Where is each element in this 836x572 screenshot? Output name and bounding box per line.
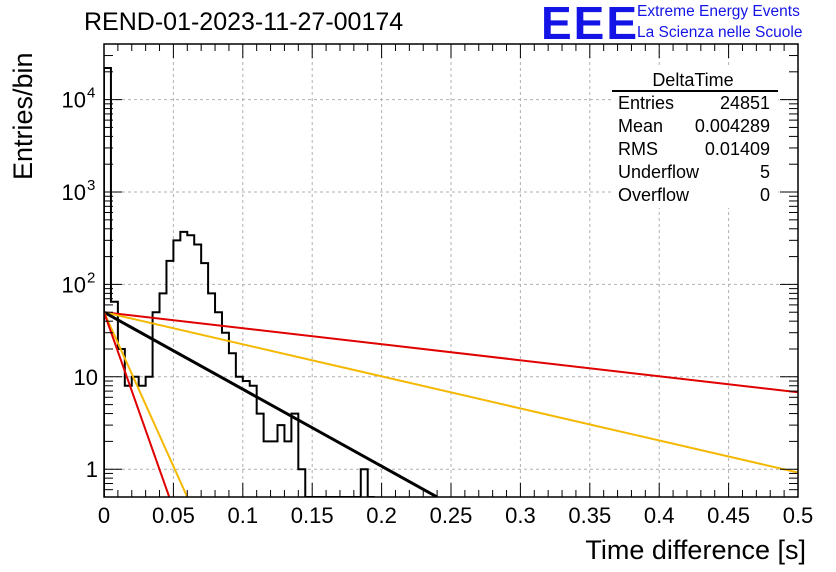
eee-logo: EEE [541,0,640,49]
axis-ticks [103,43,799,498]
x-tick-label: 0.25 [430,503,473,528]
stats-row-label: Entries [618,93,674,113]
chart-title: REND-01-2023-11-27-00174 [84,8,404,36]
x-tick-label: 0.35 [568,503,611,528]
y-tick-exponent: 3 [87,177,95,194]
y-tick-label: 10 [62,180,86,205]
fit-line-3 [104,310,438,497]
stats-row-label: Overflow [618,185,690,205]
x-tick-label: 0.5 [783,503,814,528]
stats-row-label: Underflow [618,162,700,182]
stats-row-label: RMS [618,139,658,159]
fit-line-2 [104,311,798,474]
fit-line-4 [104,311,189,497]
stats-row-label: Mean [618,116,663,136]
histogram-steps [104,66,375,497]
stats-row-value: 0 [760,185,770,205]
logo-subtitle-line1: Extreme Energy Events [637,3,800,20]
x-tick-label: 0.3 [505,503,536,528]
x-tick-label: 0.4 [644,503,675,528]
stats-row-value: 24851 [720,93,770,113]
fit-line-5 [104,311,171,497]
y-tick-label: 10 [62,272,86,297]
stats-box [612,66,778,208]
y-tick-exponent: 2 [87,269,95,286]
y-tick-label: 1 [86,457,98,482]
stats-row-value: 5 [760,162,770,182]
x-tick-label: 0.2 [366,503,397,528]
x-tick-label: 0.1 [228,503,259,528]
x-tick-label: 0.45 [707,503,750,528]
stats-box-title: DeltaTime [652,70,733,90]
y-tick-label: 10 [62,88,86,113]
y-tick-exponent: 4 [87,85,95,102]
x-tick-label: 0 [98,503,110,528]
x-axis-label: Time difference [s] [585,535,806,565]
stats-row-value: 0.01409 [705,139,770,159]
x-tick-label: 0.15 [291,503,334,528]
logo-subtitle-line2: La Scienza nelle Scuole [637,24,803,41]
fit-line-1 [104,311,798,394]
x-tick-label: 0.05 [152,503,195,528]
y-tick-label: 10 [74,365,98,390]
stats-row-value: 0.004289 [695,116,770,136]
